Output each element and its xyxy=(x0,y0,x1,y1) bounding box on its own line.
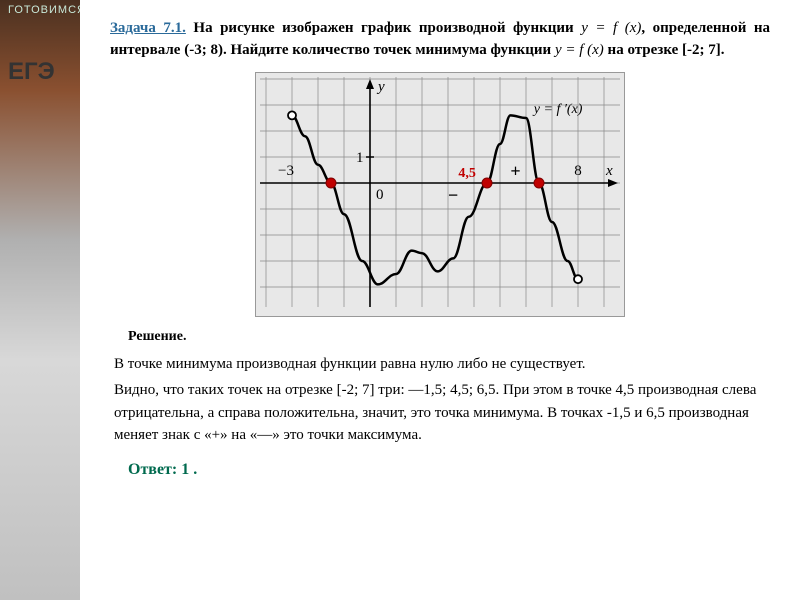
derivative-chart: y x −3 8 1 0 y = f ′(x) 4,5 + − xyxy=(255,72,625,317)
svg-text:y = f ′(x): y = f ′(x) xyxy=(532,101,583,116)
svg-text:1: 1 xyxy=(356,150,364,166)
solution-line-2: Видно, что таких точек на отрезке [-2; 7… xyxy=(114,379,770,447)
problem-statement: Задача 7.1. На рисунке изображен график … xyxy=(110,18,770,62)
svg-text:4,5: 4,5 xyxy=(458,166,476,181)
solution-line-1: В точке минимума производная функции рав… xyxy=(114,353,770,376)
svg-text:+: + xyxy=(510,161,520,181)
svg-text:y: y xyxy=(376,79,385,95)
sidebar-top-text: ГОТОВИМСЯ xyxy=(8,4,86,16)
solution-label: Решение. xyxy=(128,329,770,345)
answer-text: Ответ: 1 . xyxy=(128,461,770,479)
svg-text:x: x xyxy=(605,163,613,179)
problem-text-1: На рисунке изображен график производной … xyxy=(193,20,581,36)
ege-logo-text: ЕГЭ xyxy=(8,58,55,86)
svg-text:0: 0 xyxy=(376,187,384,203)
svg-text:−3: −3 xyxy=(278,163,294,179)
svg-text:8: 8 xyxy=(574,163,582,179)
svg-text:−: − xyxy=(448,185,458,205)
problem-fn-2: y = f (x) xyxy=(555,42,604,58)
problem-fn-1: y = f (x) xyxy=(581,20,641,36)
sidebar-decor: ГОТОВИМСЯ ЕГЭ xyxy=(0,0,80,600)
solution-body: В точке минимума производная функции рав… xyxy=(114,353,770,447)
chart-container: y x −3 8 1 0 y = f ′(x) 4,5 + − xyxy=(110,72,770,317)
content-sheet: Задача 7.1. На рисунке изображен график … xyxy=(80,0,800,600)
problem-text-3: на отрезке [-2; 7]. xyxy=(604,42,725,58)
problem-title: Задача 7.1. xyxy=(110,20,186,36)
